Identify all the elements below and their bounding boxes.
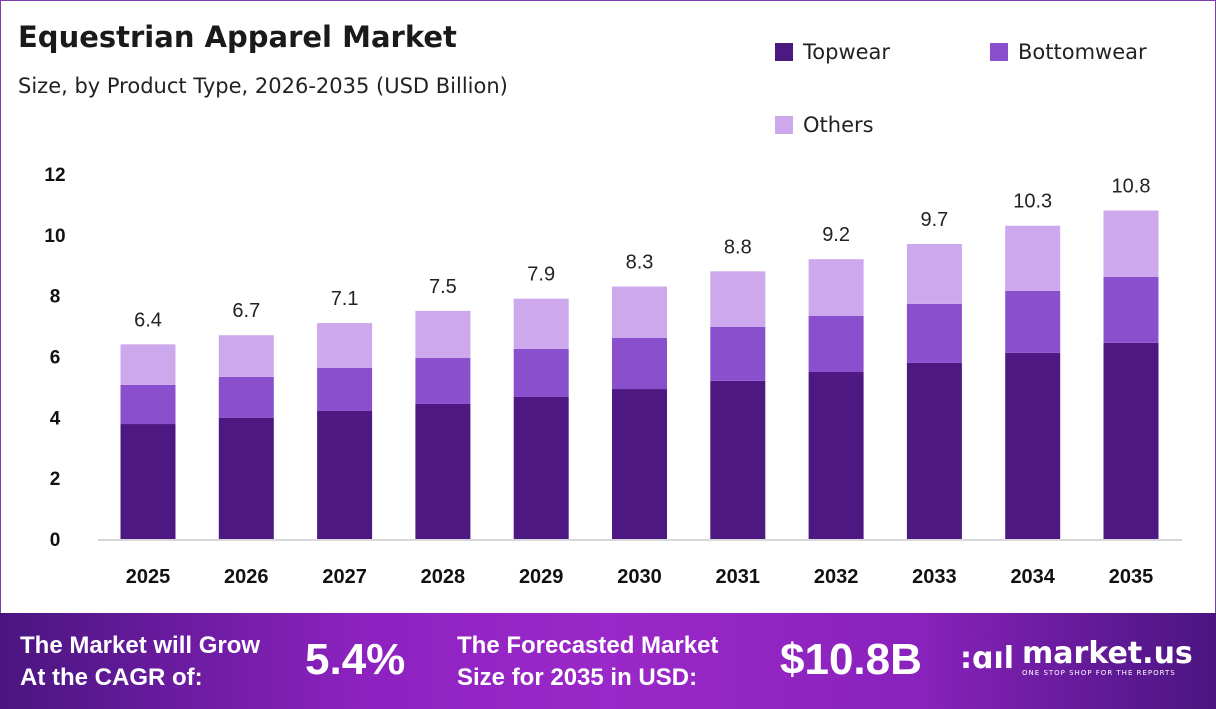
marketus-logo: :ɑıl market.us ONE STOP SHOP FOR THE REP… <box>960 636 1193 678</box>
bar-segment-others <box>906 243 962 304</box>
legend-item-others: Others <box>775 113 874 137</box>
bar-segment-topwear <box>317 410 373 539</box>
bar-segment-others <box>513 298 569 349</box>
x-tick-label: 2032 <box>814 566 859 588</box>
total-data-label: 10.8 <box>1112 176 1151 198</box>
total-data-label: 9.7 <box>920 209 948 231</box>
total-data-label: 8.3 <box>626 252 654 274</box>
x-tick-label: 2025 <box>126 566 171 588</box>
cagr-label-line1: The Market will Grow <box>20 632 261 659</box>
bar-segment-bottomwear <box>513 348 569 397</box>
y-tick-label: 8 <box>50 287 61 308</box>
bar-segment-bottomwear <box>808 315 864 373</box>
legend-label: Topwear <box>803 40 891 64</box>
bar-segment-topwear <box>218 417 274 539</box>
bar-segment-bottomwear <box>415 358 471 404</box>
bar-segment-topwear <box>415 403 471 539</box>
logo-mark-icon: :ɑıl <box>960 640 1015 676</box>
legend-item-topwear: Topwear <box>775 40 890 64</box>
bar-segment-bottomwear <box>710 326 766 381</box>
bar-segment-bottomwear <box>612 337 667 390</box>
bar-segment-others <box>317 323 373 368</box>
bar-segment-others <box>415 310 471 359</box>
total-data-label: 7.5 <box>429 276 457 298</box>
total-data-label: 9.2 <box>822 224 850 246</box>
y-tick-label: 6 <box>50 348 61 369</box>
x-tick-label: 2035 <box>1109 566 1154 588</box>
forecast-label-line2: Size for 2035 in USD: <box>457 664 698 691</box>
bar-segment-topwear <box>906 362 962 539</box>
logo-name: market.us <box>1022 636 1193 671</box>
total-data-label: 7.9 <box>527 264 555 286</box>
bar-segment-others <box>612 286 667 338</box>
x-tick-label: 2030 <box>617 566 662 588</box>
bar-segment-topwear <box>120 424 176 539</box>
total-data-label: 7.1 <box>331 288 359 310</box>
y-tick-label: 10 <box>44 226 65 247</box>
bar-segment-others <box>1005 225 1061 291</box>
legend-swatch-others <box>775 116 793 134</box>
bar-segment-topwear <box>1005 352 1061 539</box>
bar-segment-bottomwear <box>1103 276 1159 343</box>
legend-label: Others <box>803 113 874 137</box>
total-data-label: 6.7 <box>232 300 260 322</box>
bar-segment-others <box>120 344 176 385</box>
bar-chart: 0 2 4 6 8 10 12 6.4 2025 6.7 2026 7.1 2027 7.5 2028 7.9… <box>44 165 1182 588</box>
y-tick-label: 12 <box>44 165 65 186</box>
forecast-label: The Forecasted Market Size for 2035 in U… <box>457 630 718 694</box>
x-tick-label: 2034 <box>1010 566 1055 588</box>
total-data-label: 8.8 <box>724 236 752 258</box>
x-tick-label: 2027 <box>322 566 367 588</box>
total-data-label: 10.3 <box>1013 191 1052 213</box>
legend-swatch-topwear <box>775 43 793 61</box>
bar-segment-topwear <box>808 372 864 539</box>
bar-segment-others <box>808 259 864 316</box>
bar-segment-bottomwear <box>1005 290 1061 353</box>
bar-segment-others <box>218 335 274 377</box>
x-tick-label: 2028 <box>421 566 466 588</box>
total-data-label: 6.4 <box>134 309 162 331</box>
forecast-label-line1: The Forecasted Market <box>457 632 719 659</box>
x-tick-label: 2031 <box>716 566 761 588</box>
chart-subtitle: Size, by Product Type, 2026-2035 (USD Bi… <box>18 74 508 98</box>
legend-item-bottomwear: Bottomwear <box>990 40 1147 64</box>
cagr-label: The Market will Grow At the CAGR of: <box>20 630 260 694</box>
chart-title: Equestrian Apparel Market <box>18 20 457 54</box>
bar-segment-others <box>1103 210 1159 277</box>
y-tick-label: 2 <box>50 469 61 490</box>
bar-segment-topwear <box>612 389 667 539</box>
y-tick-label: 4 <box>50 408 61 429</box>
legend-swatch-bottomwear <box>990 43 1008 61</box>
x-tick-label: 2026 <box>224 566 269 588</box>
bar-segment-bottomwear <box>317 367 373 411</box>
bar-segment-topwear <box>710 380 766 539</box>
footer-banner: The Market will Grow At the CAGR of: 5.4… <box>0 613 1216 709</box>
bar-segment-topwear <box>513 396 569 539</box>
x-tick-label: 2033 <box>912 566 957 588</box>
x-tick-label: 2029 <box>519 566 564 588</box>
bar-segment-bottomwear <box>120 384 176 425</box>
forecast-value: $10.8B <box>780 635 922 684</box>
y-tick-label: 0 <box>50 530 61 551</box>
bar-segment-topwear <box>1103 342 1159 539</box>
bar-segment-bottomwear <box>906 303 962 363</box>
legend-label: Bottomwear <box>1018 40 1147 64</box>
cagr-label-line2: At the CAGR of: <box>20 664 203 691</box>
bar-segment-others <box>710 271 766 327</box>
logo-tagline: ONE STOP SHOP FOR THE REPORTS <box>1022 669 1176 677</box>
bar-segment-bottomwear <box>218 376 274 418</box>
cagr-value: 5.4% <box>305 635 406 684</box>
